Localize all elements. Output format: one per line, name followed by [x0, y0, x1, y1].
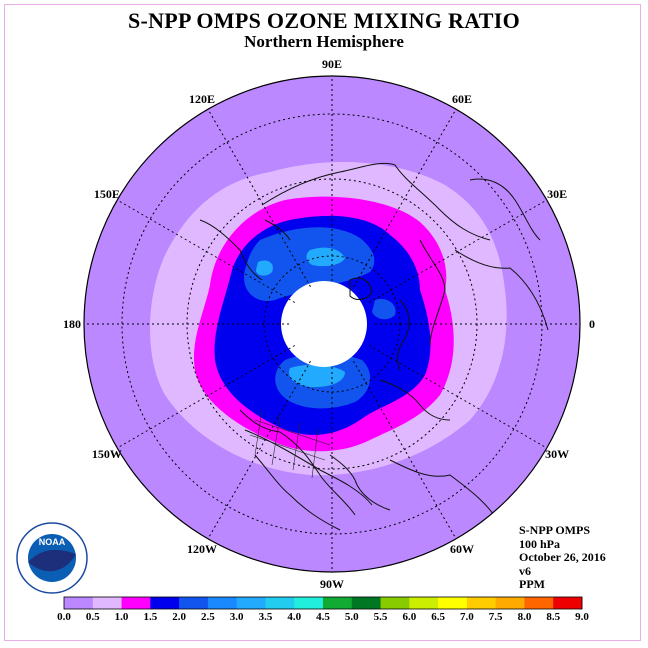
longitude-label: 60W: [450, 542, 474, 556]
meridian-line: [368, 199, 548, 303]
longitude-label: 150E: [94, 187, 120, 201]
colorbar-tick-label: 5.0: [345, 611, 359, 623]
longitude-label: 150W: [92, 447, 122, 461]
colorbar-swatch: [179, 597, 209, 609]
date-label: October 26, 2016: [519, 550, 606, 564]
longitude-label: 60E: [452, 92, 472, 106]
colorbar-frame: [63, 596, 583, 610]
band-2.0-2.5: [372, 299, 396, 320]
longitude-label: 120E: [189, 92, 215, 106]
longitude-label: 0: [589, 317, 595, 331]
meridian-line: [353, 108, 457, 288]
band-2.5-3.0: [289, 364, 345, 388]
longitude-label: 90E: [322, 57, 342, 71]
figure-frame: [4, 4, 641, 641]
info-block: S-NPP OMPS 100 hPa October 26, 2016 v6 P…: [519, 523, 606, 592]
meridians: [84, 76, 580, 572]
meridian-line: [353, 360, 457, 540]
page-title: S-NPP OMPS OZONE MIXING RATIO: [127, 8, 521, 33]
colorbar-swatch: [207, 597, 238, 609]
longitude-label: 90W: [320, 577, 344, 591]
colorbar-tick-label: 2.0: [172, 611, 186, 623]
coastlines: [199, 162, 549, 531]
page-subtitle: Northern Hemisphere: [244, 32, 404, 51]
map-boundary: [83, 75, 581, 573]
meridian-line: [116, 345, 296, 449]
pressure-level: 100 hPa: [519, 536, 561, 551]
meridian-line: [116, 199, 296, 303]
noaa-logo: NOAA: [16, 522, 88, 594]
colorbar-swatch: [121, 597, 151, 609]
colorbar-swatch: [92, 597, 122, 609]
band-2.0-2.5: [244, 227, 375, 301]
colorbar-swatch: [553, 597, 583, 609]
colorbar-tick-label: 7.5: [489, 611, 503, 623]
band-2.5-3.0: [306, 247, 345, 267]
colorbar-swatch: [351, 597, 381, 609]
colorbar-tick-label: 8.5: [546, 611, 560, 623]
colorbar-tick-label: 4.0: [287, 611, 301, 623]
colorbar-swatch: [236, 597, 266, 609]
colorbar-tick-label: 7.0: [460, 611, 474, 623]
colorbar-tick-label: 0.5: [86, 611, 100, 623]
colorbar-swatch: [150, 597, 180, 609]
noaa-bird-icon: [28, 549, 76, 572]
polar-no-data: [281, 281, 367, 367]
longitude-label: 180: [63, 317, 81, 331]
colorbar-swatch: [265, 597, 295, 609]
colorbar-swatch: [495, 597, 525, 609]
meridian-line: [368, 345, 548, 449]
meridian-line: [207, 108, 311, 288]
longitude-label: 30E: [547, 187, 567, 201]
version-label: v6: [519, 563, 531, 578]
instrument-label: S-NPP OMPS: [519, 523, 590, 537]
longitude-label: 30W: [545, 447, 569, 461]
colorbar-tick-label: 8.0: [518, 611, 532, 623]
band-2.5-3.0: [256, 260, 273, 276]
longitude-label: 120W: [187, 542, 217, 556]
colorbar-tick-label: 3.0: [230, 611, 244, 623]
colorbar-swatch: [409, 597, 439, 609]
colorbar-tick-label: 9.0: [575, 611, 589, 623]
colorbar-swatch: [380, 597, 410, 609]
colorbar-swatch: [64, 597, 94, 609]
colorbar-tick-label: 5.5: [374, 611, 388, 623]
colorbar-tick-label: 6.0: [402, 611, 416, 623]
colorbar-swatch: [438, 597, 468, 609]
colorbar-tick-label: 2.5: [201, 611, 215, 623]
colorbar: 0.0 0.5 1.0 1.5 2.0 2.5 3.0 3.5 4.0 4.5 5.0 5.5 6.0 6…: [57, 596, 589, 623]
colorbar-swatch: [466, 597, 497, 609]
colorbar-tick-label: 4.5: [316, 611, 330, 623]
units-label: PPM: [519, 577, 545, 591]
colorbar-tick-label: 0.0: [57, 611, 71, 623]
colorbar-tick-label: 6.5: [431, 611, 445, 623]
colorbar-swatch: [294, 597, 324, 609]
colorbar-swatch: [524, 597, 554, 609]
logo-text: NOAA: [39, 537, 66, 547]
meridian-line: [207, 360, 311, 540]
longitude-labels: 90E 60E 30E 0 30W 60W 90W 120W 150W 180 150E 120E: [63, 57, 595, 591]
colorbar-tick-label: 1.5: [143, 611, 157, 623]
state-borders: [249, 409, 331, 479]
colorbar-tick-label: 1.0: [115, 611, 129, 623]
colorbar-tick-label: 3.5: [259, 611, 273, 623]
colorbar-swatch: [323, 597, 353, 609]
